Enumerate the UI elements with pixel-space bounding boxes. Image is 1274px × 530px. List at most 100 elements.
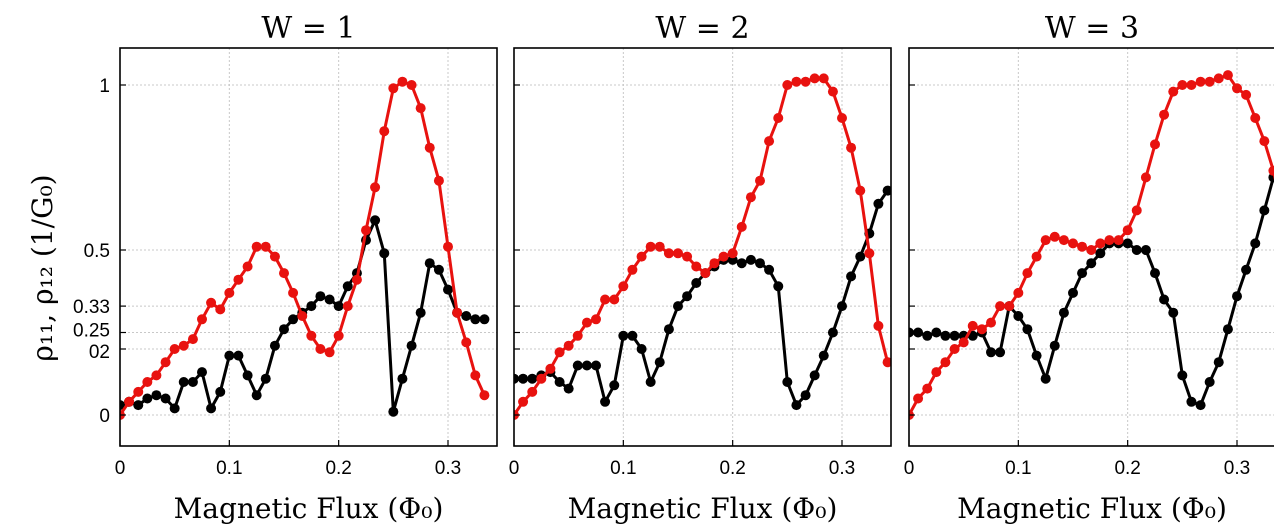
data-point-red — [572, 330, 583, 341]
data-point-red — [1213, 73, 1224, 84]
y-tick-label: 02 — [89, 342, 110, 363]
data-point-red — [1195, 76, 1206, 87]
data-point-red — [1040, 235, 1051, 246]
data-point-black — [197, 367, 207, 378]
data-point-black — [1031, 350, 1042, 361]
data-point-black — [995, 347, 1006, 358]
data-point-black — [818, 350, 829, 361]
data-point-red — [846, 142, 857, 153]
data-point-black — [1122, 238, 1133, 249]
data-point-black — [187, 377, 198, 387]
data-point-red — [727, 248, 738, 259]
data-point-red — [370, 182, 381, 193]
x-tick-label: 0 — [904, 458, 915, 479]
data-point-black — [846, 271, 857, 282]
data-point-red — [855, 185, 866, 196]
data-point-red — [1004, 301, 1015, 312]
data-point-red — [424, 142, 435, 153]
data-point-red — [288, 287, 299, 298]
data-point-black — [1177, 370, 1188, 381]
data-point-black — [600, 396, 611, 407]
data-point-black — [1195, 400, 1206, 411]
data-point-red — [1204, 76, 1215, 87]
data-point-red — [837, 113, 847, 123]
data-point-red — [554, 347, 565, 358]
data-point-red — [618, 281, 629, 292]
x-tick-label: 0 — [509, 458, 520, 479]
data-point-red — [242, 261, 253, 272]
data-point-red — [351, 274, 362, 285]
data-point-red — [315, 344, 326, 354]
data-point-black — [581, 360, 592, 371]
data-point-red — [133, 386, 144, 397]
data-point-red — [206, 297, 217, 308]
data-point-red — [443, 241, 453, 252]
series-group — [120, 76, 490, 420]
data-point-red — [361, 225, 371, 236]
data-point-black — [1204, 377, 1215, 387]
data-point-red — [873, 320, 884, 331]
data-point-black — [1159, 294, 1170, 305]
data-point-red — [782, 80, 793, 90]
data-point-black — [554, 377, 565, 387]
data-point-black — [949, 330, 960, 341]
x-tick-label: 0.3 — [1224, 458, 1250, 479]
data-point-black — [1213, 357, 1224, 368]
y-tick-label: 0.33 — [73, 297, 110, 318]
data-point-red — [1086, 245, 1097, 255]
series-line-red — [514, 76, 890, 416]
data-point-red — [591, 314, 601, 325]
data-point-red — [452, 307, 463, 318]
data-point-red — [1186, 80, 1197, 90]
data-point-red — [755, 175, 765, 186]
panel-title: W = 1 — [261, 11, 355, 46]
data-point-red — [913, 393, 924, 404]
data-point-red — [1104, 235, 1115, 246]
x-tick-label: 0.1 — [1005, 458, 1031, 479]
data-point-black — [1168, 307, 1179, 318]
data-point-black — [1077, 268, 1088, 279]
x-tick-label: 0.2 — [325, 458, 351, 479]
data-point-red — [718, 251, 729, 262]
data-point-red — [1140, 172, 1151, 183]
data-point-red — [609, 294, 620, 305]
data-point-black — [388, 406, 399, 417]
data-point-red — [654, 241, 665, 252]
y-tick-label: 1 — [99, 76, 110, 97]
y-tick-label: 0.5 — [84, 241, 110, 262]
data-point-red — [306, 330, 317, 341]
x-axis-label: Magnetic Flux (Φ₀) — [568, 492, 838, 525]
data-point-black — [1013, 311, 1024, 321]
data-point-black — [514, 373, 519, 384]
data-point-red — [260, 241, 271, 252]
data-point-black — [424, 258, 435, 269]
plot-frame — [513, 47, 892, 447]
data-point-red — [773, 113, 784, 123]
data-point-black — [591, 360, 601, 371]
data-point-black — [206, 403, 217, 414]
panel-title: W = 2 — [655, 11, 749, 46]
grid — [514, 48, 891, 446]
data-point-red — [764, 136, 775, 147]
data-point-black — [379, 248, 390, 259]
data-point-black — [736, 258, 747, 269]
data-point-black — [1049, 340, 1060, 351]
data-point-red — [700, 268, 711, 279]
data-point-red — [864, 248, 875, 259]
data-point-red — [461, 337, 472, 348]
data-point-red — [1113, 235, 1124, 246]
data-point-black — [160, 393, 171, 404]
data-point-red — [1232, 83, 1242, 94]
data-point-red — [215, 304, 226, 315]
data-point-red — [809, 73, 820, 84]
x-tick-label: 0.2 — [1114, 458, 1140, 479]
x-tick-label: 0.3 — [829, 458, 855, 479]
data-point-red — [324, 347, 335, 358]
data-point-red — [1150, 139, 1160, 150]
data-point-red — [563, 340, 574, 351]
data-point-black — [1022, 324, 1033, 335]
data-point-black — [1068, 287, 1078, 298]
data-point-black — [1222, 324, 1233, 335]
data-point-red — [124, 396, 135, 407]
data-point-black — [986, 347, 996, 358]
